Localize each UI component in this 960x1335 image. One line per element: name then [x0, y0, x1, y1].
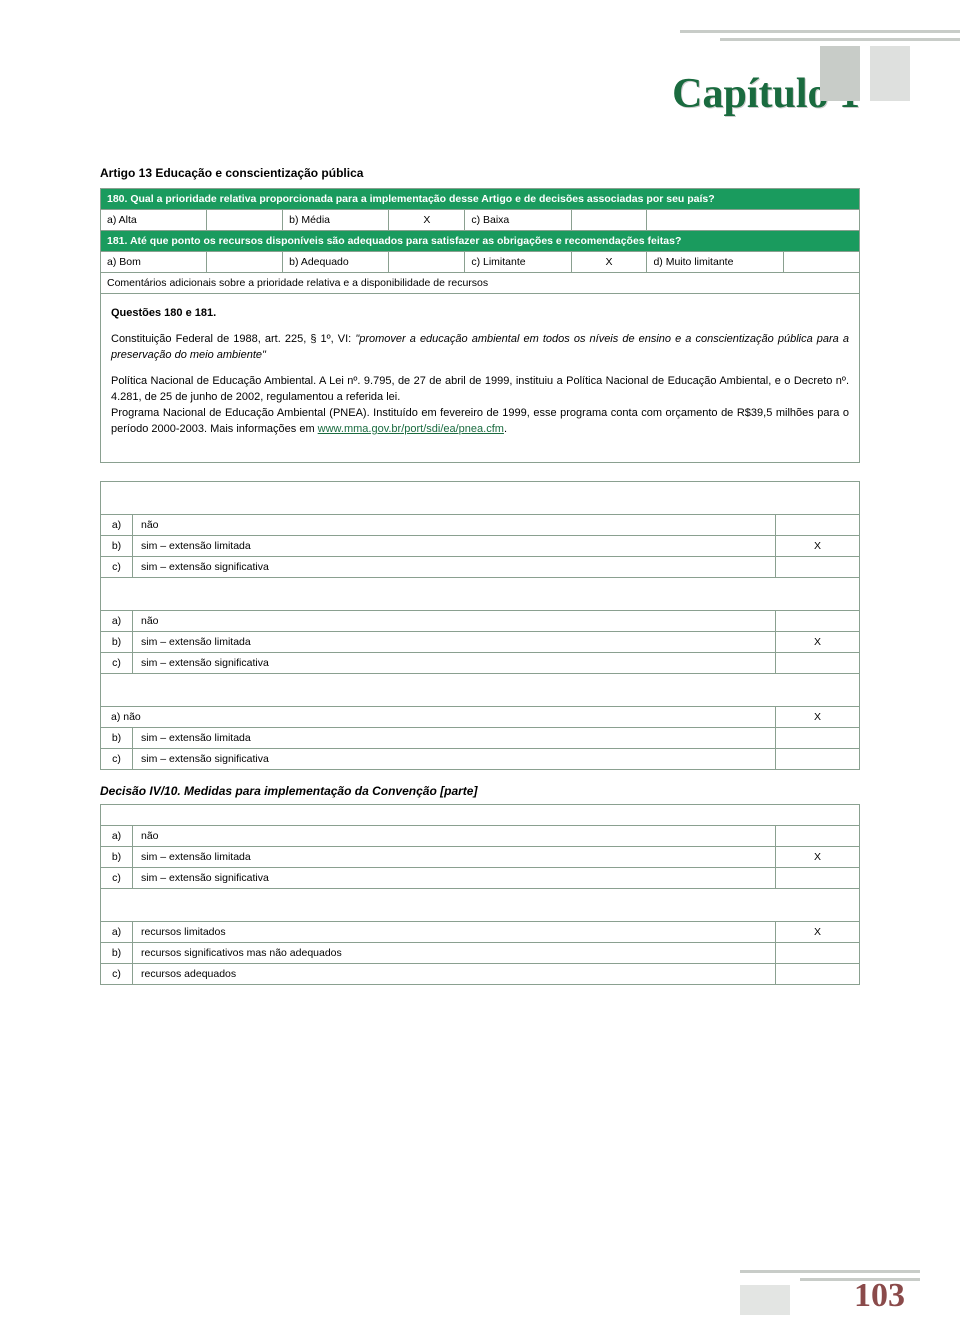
comment-p1a: Constituição Federal de 1988, art. 225, …: [111, 333, 355, 345]
table-row: a)recursos limitadosX: [101, 921, 860, 942]
q181-b-x: [389, 252, 465, 273]
q180-b: b) Média: [283, 210, 389, 231]
table-row: c)sim – extensão significativa: [101, 867, 860, 888]
comment-p2a: Política Nacional de Educação Ambiental.…: [111, 375, 849, 403]
table-row: a) nãoX: [101, 706, 860, 727]
table-row: c)sim – extensão significativa: [101, 652, 860, 673]
comment-p2: Política Nacional de Educação Ambiental.…: [111, 374, 849, 438]
document-page: Capítulo 1 Artigo 13 Educação e conscien…: [0, 0, 960, 1335]
q186-header: 186. Seu país tem alocado recursos aprop…: [101, 888, 860, 921]
table-row: b)sim – extensão limitada: [101, 727, 860, 748]
table-row: b)sim – extensão limitadaX: [101, 631, 860, 652]
page-number: 103: [854, 1277, 905, 1315]
comment-p2c: .: [504, 423, 507, 435]
decision-heading: Decisão IV/10. Medidas para implementaçã…: [100, 784, 860, 798]
q180-a: a) Alta: [101, 210, 207, 231]
q181-d: d) Muito limitante: [647, 252, 784, 273]
table-row: b)sim – extensão limitadaX: [101, 846, 860, 867]
table-q180-181: 180. Qual a prioridade relativa proporci…: [100, 188, 860, 294]
q183-header: 183. Seu país promove e estimula a compr…: [101, 577, 860, 610]
q181-text: 181. Até que ponto os recursos disponíve…: [107, 235, 853, 247]
comment-link[interactable]: www.mma.gov.br/port/sdi/ea/pnea.cfm: [318, 423, 504, 435]
content-area: Artigo 13 Educação e conscientização púb…: [0, 166, 960, 985]
table-q182: 182. Seu país promove e estimula a compr…: [100, 481, 860, 770]
table-row: c)recursos adequados: [101, 963, 860, 984]
comment-box: Questões 180 e 181. Constituição Federal…: [100, 294, 860, 463]
q181-header: 181. Até que ponto os recursos disponíve…: [101, 231, 860, 252]
footer-decoration: 103: [740, 1255, 920, 1315]
table-row: a)não: [101, 825, 860, 846]
table-q185-186: 185. As necessidades de educação e consc…: [100, 804, 860, 985]
q182-header: 182. Seu país promove e estimula a compr…: [101, 481, 860, 514]
q184-header: 184. Seu país coopera com outros Estados…: [101, 673, 860, 706]
q180-c: c) Baixa: [465, 210, 571, 231]
q180-text: 180. Qual a prioridade relativa proporci…: [107, 193, 853, 205]
q181-a-x: [207, 252, 283, 273]
q181-c: c) Limitante: [465, 252, 571, 273]
q180-header: 180. Qual a prioridade relativa proporci…: [101, 189, 860, 210]
table-row: a)não: [101, 610, 860, 631]
table-row: b)sim – extensão limitadaX: [101, 535, 860, 556]
table-row: b)recursos significativos mas não adequa…: [101, 942, 860, 963]
q181-a: a) Bom: [101, 252, 207, 273]
header-decoration: [680, 30, 960, 115]
table-row: c)sim – extensão significativa: [101, 748, 860, 769]
q180-c-x: [571, 210, 647, 231]
q180-b-x: X: [389, 210, 465, 231]
comment-p1: Constituição Federal de 1988, art. 225, …: [111, 332, 849, 364]
article-heading: Artigo 13 Educação e conscientização púb…: [100, 166, 860, 180]
comment-subhead: Questões 180 e 181.: [111, 306, 849, 322]
q181-c-x: X: [571, 252, 647, 273]
comment-intro: Comentários adicionais sobre a prioridad…: [101, 273, 860, 294]
q180-a-x: [207, 210, 283, 231]
q181-b: b) Adequado: [283, 252, 389, 273]
table-row: a)não: [101, 514, 860, 535]
q185-header: 185. As necessidades de educação e consc…: [101, 804, 860, 825]
table-row: c)sim – extensão significativa: [101, 556, 860, 577]
q181-d-x: [784, 252, 860, 273]
